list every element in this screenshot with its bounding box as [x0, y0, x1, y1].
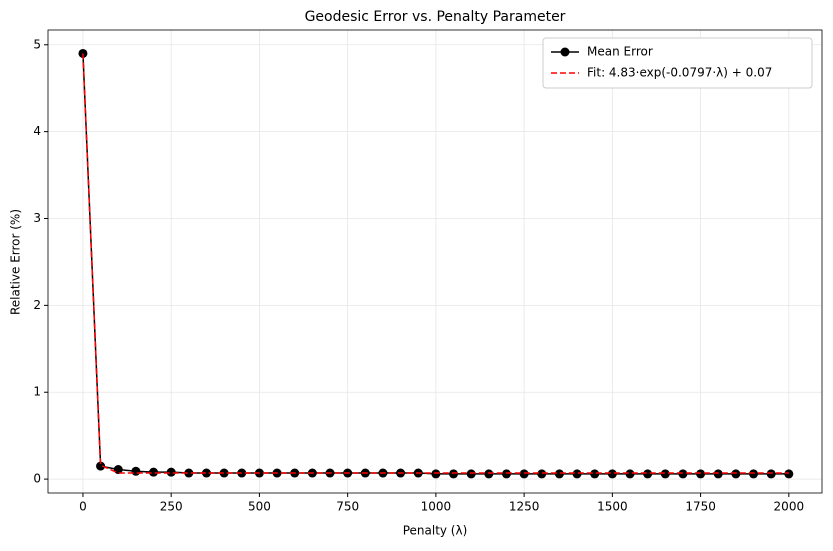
x-tick-label: 2000: [774, 500, 805, 514]
data-point: [166, 467, 176, 477]
legend-label: Mean Error: [587, 45, 653, 59]
data-point: [96, 461, 106, 471]
data-point: [766, 469, 776, 479]
data-point: [184, 468, 194, 478]
y-tick-label: 2: [33, 298, 41, 312]
data-point: [484, 469, 494, 479]
data-point: [607, 469, 617, 479]
y-axis-label: Relative Error (%): [9, 209, 23, 315]
x-tick-label: 0: [79, 500, 87, 514]
x-tick-label: 1750: [685, 500, 716, 514]
y-tick-label: 1: [33, 385, 41, 399]
data-point: [678, 469, 688, 479]
legend-marker: [560, 47, 570, 57]
data-point: [713, 469, 723, 479]
x-tick-label: 750: [336, 500, 359, 514]
data-point: [219, 468, 229, 478]
data-point: [519, 469, 529, 479]
data-point: [784, 469, 794, 479]
data-point: [466, 469, 476, 479]
y-tick-label: 5: [33, 37, 41, 51]
y-tick-label: 3: [33, 211, 41, 225]
data-point: [643, 469, 653, 479]
x-tick-label: 1250: [509, 500, 540, 514]
data-point: [731, 469, 741, 479]
legend: Mean Error Fit: 4.83·exp(-0.0797·λ) + 0.0…: [542, 37, 813, 89]
data-point: [431, 469, 441, 479]
data-point: [625, 469, 635, 479]
x-tick-label: 1500: [597, 500, 628, 514]
data-point: [749, 469, 759, 479]
plot-frame: [47, 29, 823, 494]
x-tick-label: 500: [248, 500, 271, 514]
data-point: [660, 469, 670, 479]
legend-box: [542, 37, 813, 89]
data-point: [554, 469, 564, 479]
data-point: [201, 468, 211, 478]
data-point: [696, 469, 706, 479]
chart-title: Geodesic Error vs. Penalty Parameter: [305, 9, 566, 25]
data-point: [449, 469, 459, 479]
x-axis-label: Penalty (λ): [403, 524, 468, 538]
data-point: [149, 467, 159, 477]
data-point: [501, 469, 511, 479]
legend-label: Fit: 4.83·exp(-0.0797·λ) + 0.07: [587, 66, 772, 80]
data-point: [537, 469, 547, 479]
data-point: [572, 469, 582, 479]
data-point: [131, 466, 141, 476]
x-tick-label: 250: [160, 500, 183, 514]
data-point: [590, 469, 600, 479]
y-tick-label: 4: [33, 124, 41, 138]
series-line: [82, 53, 789, 474]
y-tick-label: 0: [33, 472, 41, 486]
x-tick-label: 1000: [421, 500, 452, 514]
